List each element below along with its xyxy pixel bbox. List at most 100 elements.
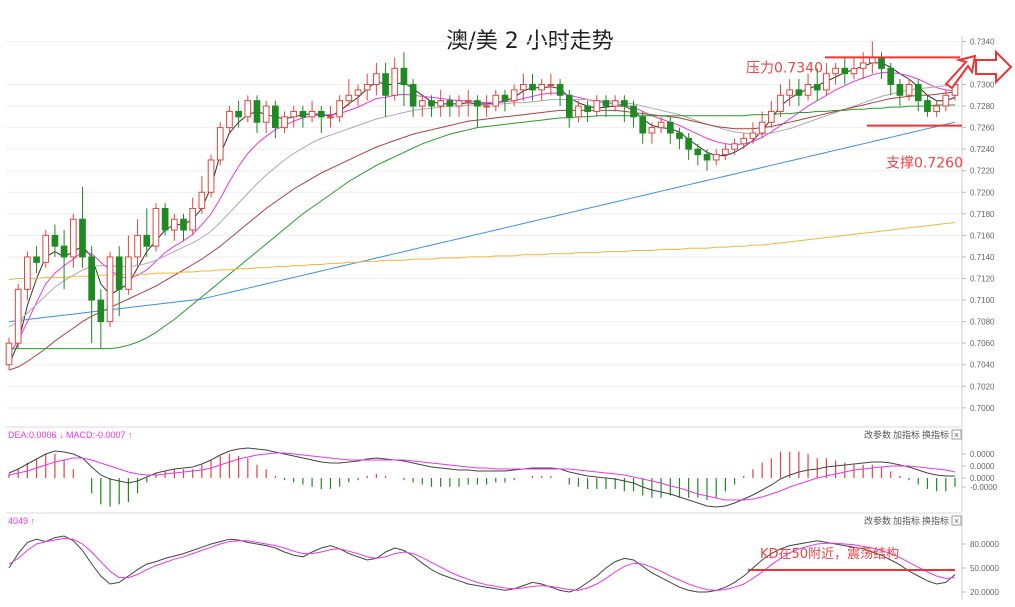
macd-dif-line xyxy=(8,447,955,508)
candle xyxy=(804,73,812,101)
candle xyxy=(767,100,775,128)
candle-body xyxy=(14,288,22,344)
y-tick-label: 0.7280 xyxy=(970,102,995,111)
candle-body xyxy=(281,116,288,129)
macd-button-edit-params[interactable]: 改参数 xyxy=(864,429,891,441)
candle-body xyxy=(189,207,197,231)
candle-body xyxy=(345,94,353,102)
candle-body xyxy=(621,100,628,107)
candle xyxy=(60,230,68,290)
kd-button-add-indicator[interactable]: 加指标 xyxy=(893,515,920,527)
candle-body xyxy=(115,256,123,290)
macd-button-add-indicator[interactable]: 加指标 xyxy=(893,429,920,441)
candle-body xyxy=(556,84,564,96)
candle-body xyxy=(575,105,582,118)
candle xyxy=(519,73,527,101)
candle-body xyxy=(933,105,940,112)
candle xyxy=(602,95,610,117)
candle xyxy=(685,133,692,160)
candle-body xyxy=(731,143,738,150)
candle-body xyxy=(722,148,729,156)
candle-body xyxy=(272,105,279,129)
y-tick-label: 0.7000 xyxy=(970,404,995,413)
y-tick-label: 0.7200 xyxy=(970,188,995,197)
candle xyxy=(813,68,821,101)
kd-button-edit-params[interactable]: 改参数 xyxy=(864,515,891,527)
candle xyxy=(290,106,298,128)
candle-body xyxy=(317,110,325,118)
kd-panel: 4049 ↑ 改参数 加指标 换指标 × 80.0000 50.0000 20.00… xyxy=(8,515,999,597)
candle-body xyxy=(896,84,904,96)
candle-body xyxy=(914,84,922,102)
candle-body xyxy=(391,67,399,96)
candle xyxy=(327,106,334,128)
candle xyxy=(418,95,426,117)
candle xyxy=(593,95,601,117)
candle xyxy=(143,208,151,257)
candle xyxy=(611,95,619,112)
candle-body xyxy=(207,159,215,193)
candle-body xyxy=(143,234,151,247)
candle xyxy=(115,246,123,317)
kd-close-button[interactable] xyxy=(951,515,962,526)
arrow-right-icon xyxy=(975,49,1013,85)
candle-body xyxy=(538,84,546,91)
kd-close-icon: × xyxy=(954,516,959,526)
candle xyxy=(446,95,454,117)
macd-button-switch-indicator[interactable]: 换指标 xyxy=(922,429,949,441)
candle xyxy=(134,219,141,268)
candle xyxy=(437,89,445,117)
macd-tick-label: 0.0000 xyxy=(970,450,995,459)
candle xyxy=(740,133,748,150)
candle xyxy=(464,89,472,117)
candle-body xyxy=(602,100,610,107)
ma-line-7 xyxy=(8,222,956,281)
candle xyxy=(924,95,931,117)
ma-line-5 xyxy=(9,104,955,350)
candle-body xyxy=(593,100,601,112)
candle xyxy=(5,337,13,371)
candle-body xyxy=(327,116,334,119)
candle-body xyxy=(134,234,141,258)
candle-body xyxy=(308,110,316,118)
candle-body xyxy=(336,100,343,118)
y-tick-label: 0.7180 xyxy=(970,210,995,219)
candle xyxy=(841,57,849,85)
y-tick-label: 0.7260 xyxy=(970,124,995,133)
candle xyxy=(786,79,794,107)
y-tick-label: 0.7220 xyxy=(970,167,995,176)
candle-body xyxy=(33,256,40,263)
candle-body xyxy=(418,100,426,107)
candle xyxy=(648,122,656,144)
candle xyxy=(281,111,288,133)
candle-body xyxy=(290,110,298,118)
candle xyxy=(69,213,77,268)
macd-histogram xyxy=(8,451,956,507)
macd-close-button[interactable] xyxy=(951,429,962,440)
candle-body xyxy=(804,84,812,96)
candle-body xyxy=(354,89,362,96)
kd-button-switch-indicator[interactable]: 换指标 xyxy=(922,515,949,527)
candle xyxy=(14,283,22,349)
candle-body xyxy=(226,110,233,129)
candle xyxy=(850,57,858,80)
candle xyxy=(317,106,325,133)
macd-dea-line xyxy=(8,452,956,501)
candle xyxy=(905,79,913,101)
candle-body xyxy=(79,218,86,258)
candle xyxy=(621,95,628,123)
main-y-axis-ticks: 0.7340 0.7300 0.7280 0.7260 0.7240 0.7220 0.72… xyxy=(962,37,995,413)
candle-body xyxy=(492,94,500,107)
ma-line-2 xyxy=(8,72,956,355)
candle-body xyxy=(409,84,417,107)
candle xyxy=(189,197,197,236)
candle xyxy=(125,235,132,295)
candle xyxy=(299,106,307,128)
kd-y-axis-ticks: 80.0000 50.0000 20.0000 xyxy=(962,540,999,597)
candle xyxy=(345,79,353,107)
candle xyxy=(887,62,895,96)
candlesticks xyxy=(5,41,959,371)
candle-body xyxy=(198,191,206,209)
candle-body xyxy=(51,234,59,247)
